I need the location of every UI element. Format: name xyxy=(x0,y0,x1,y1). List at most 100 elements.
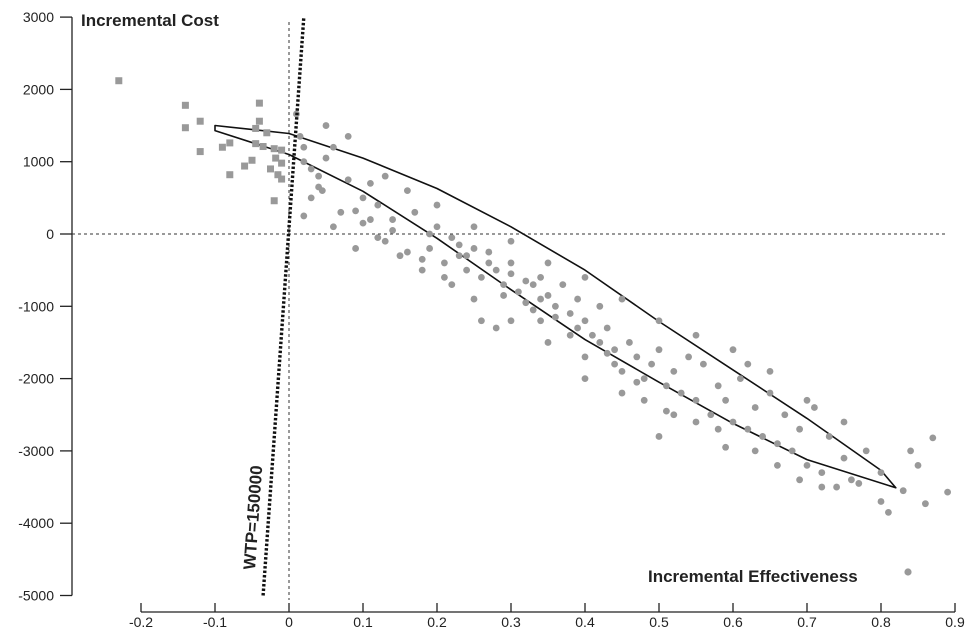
scatter-point xyxy=(492,266,500,274)
scatter-point xyxy=(596,339,604,346)
scatter-point xyxy=(404,248,411,256)
x-tick-label: 0.8 xyxy=(871,614,891,630)
x-axis-title-marker xyxy=(904,568,912,576)
scatter-point xyxy=(367,179,374,187)
scatter-point xyxy=(774,461,781,469)
scatter-point xyxy=(300,212,308,220)
scatter-point xyxy=(507,237,515,245)
x-tick-label: -0.2 xyxy=(129,614,153,630)
scatter-point xyxy=(529,281,537,289)
scatter-point xyxy=(344,132,352,140)
scatter-point xyxy=(330,143,337,151)
scatter-point xyxy=(559,281,567,289)
scatter-point xyxy=(581,317,589,325)
scatter-point-square xyxy=(274,171,282,179)
wtp-label: WTP=150000 xyxy=(240,465,266,571)
x-tick-label: 0 xyxy=(285,614,293,630)
scatter-point xyxy=(544,259,552,267)
scatter-point xyxy=(781,411,789,419)
scatter-point xyxy=(877,498,885,505)
scatter-point xyxy=(603,324,611,332)
scatter-point xyxy=(633,378,641,386)
scatter-point xyxy=(478,317,485,325)
scatter-point xyxy=(803,396,811,404)
scatter-point xyxy=(322,122,330,129)
scatter-point xyxy=(766,389,774,397)
scatter-point xyxy=(478,273,485,281)
scatter-point xyxy=(655,433,663,440)
scatter-point xyxy=(670,411,678,419)
scatter-point xyxy=(500,281,507,289)
scatter-point xyxy=(803,461,811,469)
scatter-point xyxy=(855,480,863,487)
scatter-point xyxy=(544,292,552,299)
scatter-point-square xyxy=(181,124,189,132)
scatter-point-square xyxy=(196,148,204,156)
scatter-point-square xyxy=(252,140,260,148)
scatter-point xyxy=(751,447,759,455)
scatter-point xyxy=(296,132,304,140)
scatter-point-square xyxy=(252,124,260,132)
scatter-point xyxy=(374,201,382,209)
scatter-point-square xyxy=(248,156,256,164)
scatter-point xyxy=(522,299,530,307)
scatter-point xyxy=(367,216,374,223)
scatter-point xyxy=(640,396,648,404)
scatter-point xyxy=(811,404,818,411)
scatter-point xyxy=(818,469,826,476)
scatter-point xyxy=(485,259,493,267)
scatter-point xyxy=(389,226,396,234)
scatter-point xyxy=(492,324,500,332)
x-tick-label: 0.4 xyxy=(575,614,595,630)
wtp-line xyxy=(261,16,306,596)
scatter-point-square xyxy=(241,162,249,170)
scatter-point xyxy=(899,487,907,495)
scatter-point-square xyxy=(270,145,278,153)
scatter-point xyxy=(818,483,826,491)
scatter-point xyxy=(700,360,707,368)
scatter-point xyxy=(300,143,308,151)
scatter-point xyxy=(300,158,308,166)
scatter-point xyxy=(648,360,655,368)
scatter-point xyxy=(885,508,892,516)
scatter-point xyxy=(463,266,470,274)
scatter-point xyxy=(611,346,618,354)
scatter-point xyxy=(374,234,382,242)
scatter-point xyxy=(714,425,722,433)
scatter-point xyxy=(618,389,626,397)
scatter-point xyxy=(589,331,596,339)
scatter-point xyxy=(566,310,574,317)
y-tick-label: -4000 xyxy=(18,515,54,531)
scatter-point xyxy=(663,382,670,390)
x-tick-label: 0.5 xyxy=(649,614,669,630)
scatter-point xyxy=(744,425,752,433)
scatter-point xyxy=(322,154,330,162)
scatter-point xyxy=(655,317,663,325)
scatter-point xyxy=(825,433,833,440)
scatter-point xyxy=(759,433,766,440)
scatter-point xyxy=(692,418,700,426)
x-tick-label: 0.7 xyxy=(797,614,817,630)
scatter-point xyxy=(470,223,478,231)
scatter-point-square xyxy=(278,159,286,167)
scatter-point-square xyxy=(115,77,123,85)
scatter-point xyxy=(315,172,322,180)
scatter-point xyxy=(581,353,589,361)
scatter-point xyxy=(411,208,419,216)
y-tick-label: 0 xyxy=(46,226,54,242)
scatter-point xyxy=(404,187,411,195)
y-tick-label: -3000 xyxy=(18,443,54,459)
scatter-point xyxy=(359,219,367,227)
scatter-point-square xyxy=(259,143,267,151)
scatter-point xyxy=(537,273,544,281)
scatter-point xyxy=(352,245,359,252)
scatter-point xyxy=(663,407,670,415)
scatter-point xyxy=(744,360,752,368)
scatter-point xyxy=(470,295,478,303)
scatter-point-square xyxy=(278,146,286,154)
scatter-point xyxy=(596,302,604,310)
x-tick-label: -0.1 xyxy=(203,614,227,630)
y-tick-label: -5000 xyxy=(18,588,54,604)
scatter-point xyxy=(729,346,737,354)
scatter-point xyxy=(633,353,641,361)
